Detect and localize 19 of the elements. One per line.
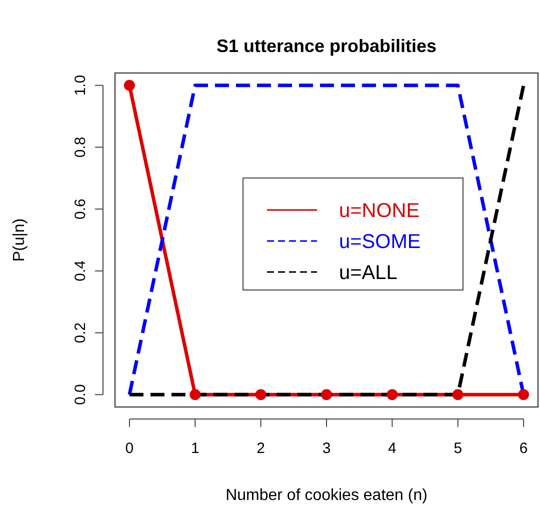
x-tick-label: 3 xyxy=(322,440,331,457)
x-tick-label: 1 xyxy=(190,440,200,457)
y-axis-title: P(u|n) xyxy=(11,218,28,262)
x-tick-label: 2 xyxy=(256,440,265,457)
chart-title: S1 utterance probabilities xyxy=(216,36,437,56)
legend-label: u=ALL xyxy=(339,262,398,284)
x-tick-label: 5 xyxy=(454,440,462,457)
y-tick-label: 0.6 xyxy=(72,198,89,220)
y-tick-label: 0.4 xyxy=(72,260,89,282)
x-tick-label: 0 xyxy=(125,440,134,457)
x-tick-label: 4 xyxy=(388,440,396,457)
y-tick-label: 0.0 xyxy=(72,384,89,406)
x-axis-title: Number of cookies eaten (n) xyxy=(226,487,428,504)
x-tick-label: 6 xyxy=(519,440,528,457)
legend-label: u=NONE xyxy=(339,200,420,222)
legend-label: u=SOME xyxy=(339,231,421,253)
y-tick-label: 0.2 xyxy=(72,322,89,344)
y-tick-label: 1.0 xyxy=(72,74,89,96)
y-tick-label: 0.8 xyxy=(72,136,89,158)
